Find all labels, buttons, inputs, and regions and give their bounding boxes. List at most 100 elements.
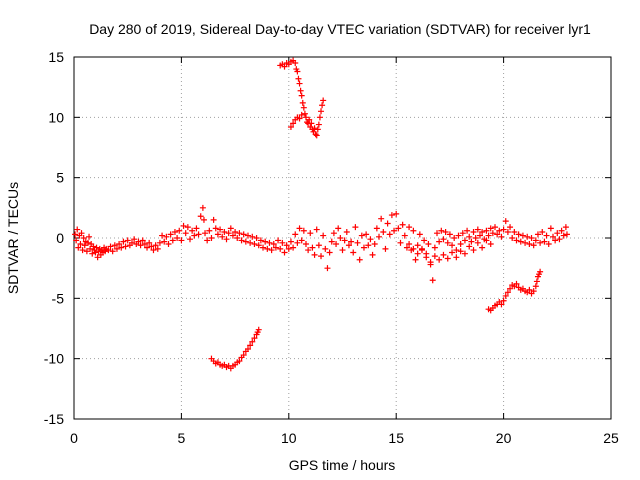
data-point [554, 230, 561, 237]
data-point [532, 237, 539, 244]
x-tick-label: 20 [496, 430, 512, 446]
data-point [461, 250, 468, 257]
data-point [300, 227, 307, 234]
data-point [247, 342, 254, 349]
data-point [257, 237, 264, 244]
data-point [295, 75, 302, 82]
data-point [528, 235, 535, 241]
data-point [367, 236, 374, 243]
data-point [206, 227, 213, 234]
data-point [73, 237, 80, 244]
data-point [86, 233, 93, 240]
data-point [350, 249, 357, 256]
data-point [360, 244, 367, 251]
data-point [90, 243, 97, 250]
data-point [556, 236, 563, 243]
data-point [500, 226, 507, 233]
data-point [313, 132, 320, 139]
data-point [229, 232, 236, 239]
data-point [292, 60, 299, 67]
data-point [139, 237, 146, 244]
data-point [236, 230, 243, 237]
data-point [244, 346, 251, 353]
data-point [240, 352, 247, 359]
data-point [449, 249, 456, 256]
data-point [429, 277, 436, 284]
data-point [348, 238, 355, 245]
data-point [78, 230, 85, 237]
data-point [242, 238, 249, 245]
data-point [507, 285, 514, 292]
data-point [356, 256, 363, 263]
data-point [547, 225, 554, 232]
data-point [260, 244, 267, 251]
data-point [522, 239, 529, 246]
y-tick-label: 15 [48, 49, 64, 65]
data-point [539, 228, 546, 235]
data-point [425, 241, 432, 248]
data-point [558, 227, 565, 234]
data-point [144, 244, 151, 251]
data-point [208, 235, 215, 241]
data-point [326, 249, 333, 256]
data-point [287, 123, 294, 130]
data-point [313, 226, 320, 233]
data-point [197, 213, 204, 220]
data-point [93, 244, 100, 251]
data-point [397, 239, 404, 246]
data-point [193, 225, 200, 232]
data-point [251, 335, 258, 342]
data-point [94, 254, 101, 261]
data-point [307, 230, 314, 237]
data-point [457, 248, 464, 255]
data-point [279, 239, 286, 246]
data-point [74, 226, 81, 233]
data-point [358, 232, 365, 239]
data-point [371, 241, 378, 248]
data-point [285, 245, 292, 252]
data-point [296, 115, 303, 122]
data-point [156, 239, 163, 246]
data-point [320, 232, 327, 239]
data-point [294, 239, 301, 246]
data-point [238, 237, 245, 244]
data-point [219, 233, 226, 240]
y-axis-label: SDTVAR / TECUs [5, 182, 21, 294]
data-point [449, 242, 456, 249]
data-point [81, 242, 88, 249]
data-point [318, 253, 325, 260]
data-point [513, 237, 520, 244]
data-point [436, 256, 443, 263]
data-point [191, 232, 198, 239]
data-point [496, 227, 503, 234]
data-point [442, 228, 449, 235]
data-point [444, 239, 451, 246]
data-point [225, 230, 232, 237]
data-point [562, 224, 569, 231]
data-point [393, 210, 400, 217]
data-point [541, 238, 548, 245]
data-point [297, 87, 304, 94]
data-point [251, 241, 258, 248]
data-point [552, 237, 559, 244]
data-point [498, 233, 505, 240]
data-point [537, 268, 544, 275]
data-point [507, 224, 514, 231]
data-point [466, 243, 473, 250]
data-point [537, 239, 544, 246]
data-point [500, 297, 507, 304]
data-point [373, 225, 380, 232]
data-point [498, 301, 505, 308]
data-point [176, 227, 183, 234]
data-point [399, 221, 406, 228]
data-point [335, 225, 342, 232]
data-point [315, 121, 322, 128]
data-point [217, 226, 224, 233]
data-point [290, 244, 297, 251]
data-point [464, 227, 471, 234]
data-point [423, 254, 430, 261]
data-point [545, 241, 552, 248]
data-point [470, 247, 477, 254]
data-point [440, 251, 447, 258]
